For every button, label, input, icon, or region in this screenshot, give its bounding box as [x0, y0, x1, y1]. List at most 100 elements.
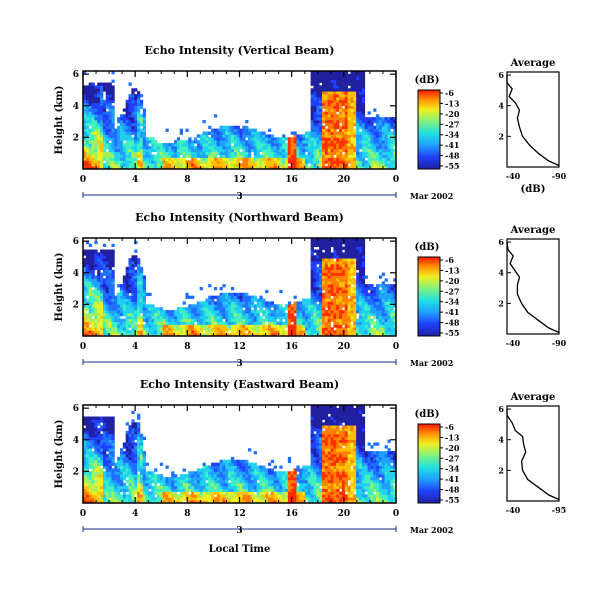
heatmap-cell — [348, 241, 351, 244]
heatmap-cell — [353, 319, 356, 322]
heatmap-cell — [180, 324, 183, 327]
heatmap-cell — [356, 244, 359, 247]
heatmap-cell — [308, 304, 311, 307]
heatmap-cell — [109, 278, 112, 281]
heatmap-cell — [111, 255, 114, 258]
heatmap-cell — [325, 152, 328, 155]
heatmap-cell — [348, 255, 351, 258]
heatmap-cell — [302, 319, 305, 322]
heatmap-cell — [109, 437, 112, 440]
heatmap-cell — [131, 497, 134, 500]
heatmap-cell — [100, 261, 103, 264]
heatmap-cell — [146, 471, 149, 474]
heatmap-cell — [390, 293, 393, 296]
heatmap-cell — [163, 319, 166, 322]
heatmap-cell — [345, 155, 348, 158]
heatmap-cell — [245, 296, 248, 299]
heatmap-cell — [365, 299, 368, 302]
heatmap-cell — [109, 431, 112, 434]
heatmap-cell — [208, 324, 211, 327]
heatmap-cell — [257, 330, 260, 333]
heatmap-cell — [282, 330, 285, 333]
heatmap-cell — [356, 132, 359, 135]
heatmap-cell — [313, 296, 316, 299]
heatmap-cell — [89, 275, 92, 278]
heatmap-cell — [129, 117, 132, 120]
heatmap-cell — [373, 163, 376, 166]
heatmap-cell — [160, 157, 163, 160]
heatmap-cell — [126, 137, 129, 140]
heatmap-cell — [345, 146, 348, 149]
heatmap-cell — [97, 454, 100, 457]
heatmap-cell — [109, 477, 112, 480]
heatmap-cell — [333, 163, 336, 166]
heatmap-cell — [328, 74, 331, 77]
x-tick-label: 20 — [338, 175, 351, 185]
heatmap-cell — [185, 319, 188, 322]
heatmap-cell — [92, 103, 95, 106]
heatmap-cell — [126, 132, 129, 135]
heatmap-cell — [257, 163, 260, 166]
heatmap-cell — [348, 132, 351, 135]
heatmap-cell — [92, 284, 95, 287]
heatmap-cell — [245, 140, 248, 143]
heatmap-cell — [319, 250, 322, 253]
heatmap-cell — [103, 163, 106, 166]
heatmap-cell — [376, 310, 379, 313]
heatmap-cell — [316, 134, 319, 137]
heatmap-cell — [109, 85, 112, 88]
heatmap-cell — [120, 477, 123, 480]
heatmap-cell — [151, 319, 154, 322]
heatmap-cell — [339, 137, 342, 140]
heatmap-cell — [94, 486, 97, 489]
heatmap-cell — [92, 163, 95, 166]
heatmap-cell — [365, 324, 368, 327]
heatmap-cell — [385, 120, 388, 123]
heatmap-cell — [111, 117, 114, 120]
heatmap-cell — [134, 422, 137, 425]
heatmap-cell — [242, 299, 245, 302]
heatmap-cell — [109, 293, 112, 296]
heatmap-cell — [291, 304, 294, 307]
heatmap-cell — [311, 155, 314, 158]
heatmap-cell — [183, 152, 186, 155]
heatmap-cell — [319, 137, 322, 140]
heatmap-cell — [359, 252, 362, 255]
heatmap-cell — [353, 152, 356, 155]
heatmap-cell — [336, 299, 339, 302]
heatmap-cell — [120, 310, 123, 313]
heatmap-cell — [131, 126, 134, 129]
heatmap-cell — [353, 281, 356, 284]
heatmap-cell — [148, 327, 151, 330]
heatmap-cell — [208, 304, 211, 307]
heatmap-cell — [151, 146, 154, 149]
heatmap-cell — [316, 137, 319, 140]
heatmap-cell — [160, 327, 163, 330]
heatmap-cell — [345, 278, 348, 281]
heatmap-cell — [123, 466, 126, 469]
heatmap-cell — [97, 287, 100, 290]
heatmap-cell — [100, 486, 103, 489]
heatmap-cell — [322, 330, 325, 333]
heatmap-cell — [94, 296, 97, 299]
heatmap-cell — [251, 319, 254, 322]
heatmap-cell — [248, 313, 251, 316]
heatmap-cell — [257, 316, 260, 319]
heatmap-cell — [359, 143, 362, 146]
heatmap-cell — [316, 146, 319, 149]
heatmap-cell — [89, 91, 92, 94]
heatmap-cell — [387, 129, 390, 132]
heatmap-cell — [328, 83, 331, 86]
heatmap-cell — [188, 160, 191, 163]
chart-title: Echo Intensity (Vertical Beam) — [144, 44, 334, 57]
heatmap-cell — [151, 310, 154, 313]
heatmap-cell — [319, 157, 322, 160]
heatmap-cell — [336, 117, 339, 120]
heatmap-cell — [345, 100, 348, 103]
heatmap-cell — [331, 299, 334, 302]
heatmap-cell — [208, 146, 211, 149]
heatmap-cell — [97, 264, 100, 267]
heatmap-cell — [109, 489, 112, 492]
heatmap-cell — [114, 471, 117, 474]
heatmap-cell — [89, 330, 92, 333]
